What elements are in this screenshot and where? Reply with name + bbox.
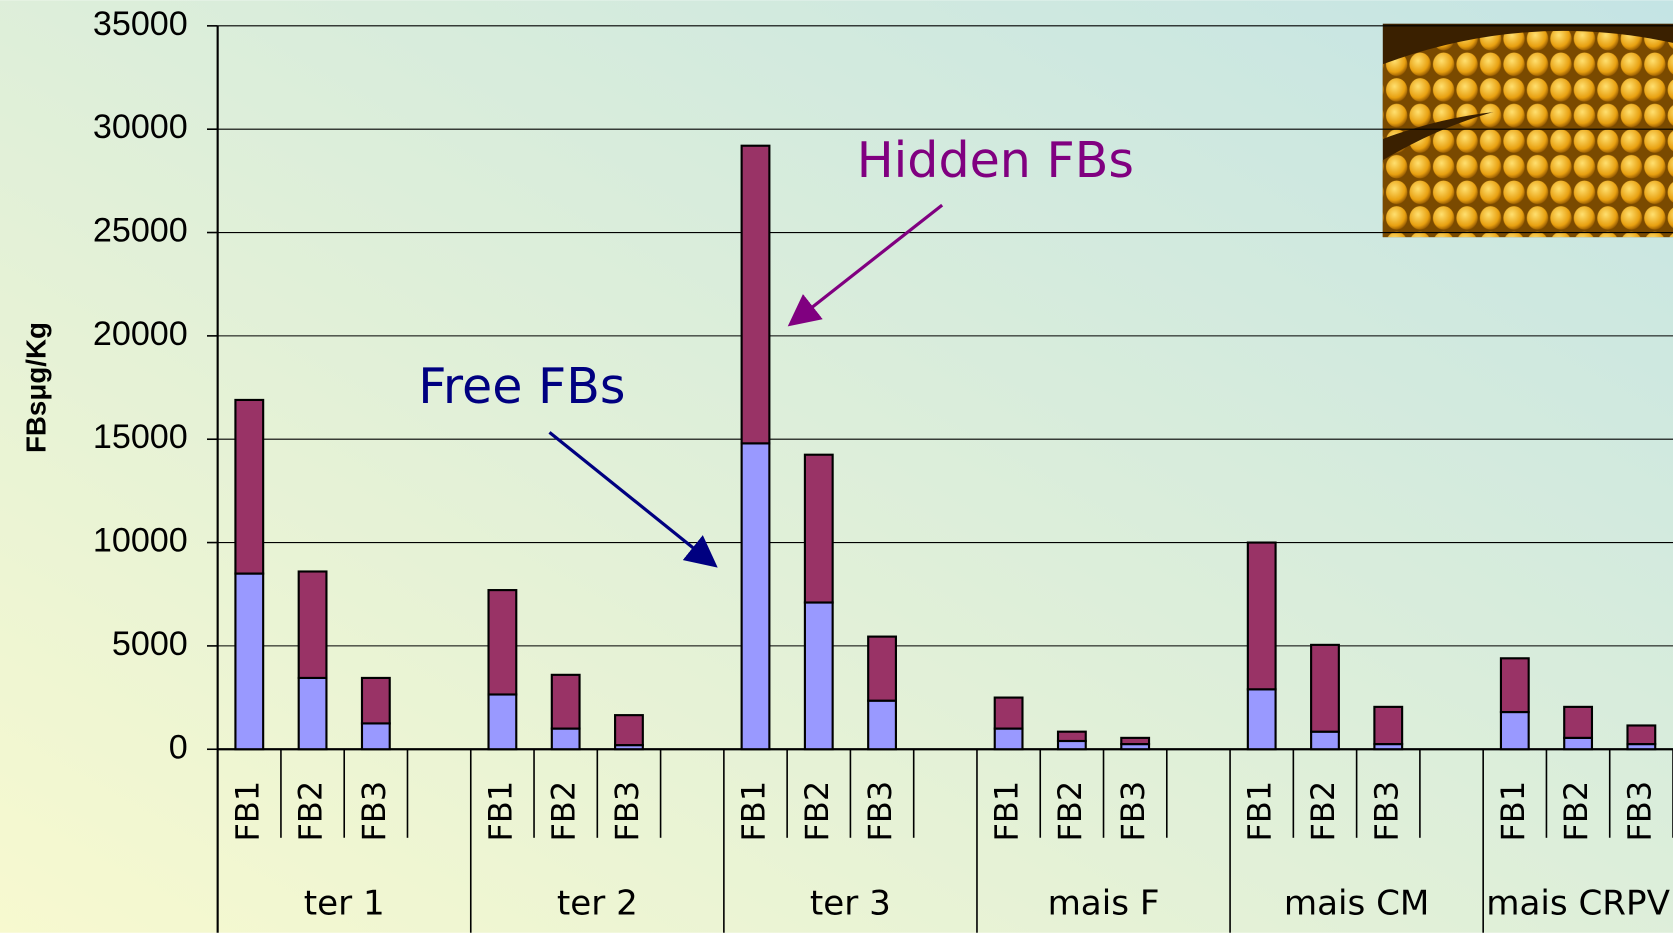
x-tick-label: FB3 — [608, 781, 646, 842]
y-tick-label: 15000 — [93, 418, 188, 456]
bar-segment — [867, 635, 897, 702]
x-tick-label: FB3 — [861, 781, 899, 842]
arrow — [787, 203, 944, 327]
x-tick-label: FB1 — [988, 781, 1026, 842]
x-tick-label: FB2 — [798, 781, 836, 842]
bar-segment — [550, 673, 581, 730]
bar-segment — [487, 693, 518, 751]
bar-segment — [1499, 710, 1530, 751]
group-label: ter 2 — [557, 884, 638, 924]
x-tick-label: FB1 — [1494, 781, 1532, 842]
bar-segment — [803, 601, 834, 751]
x-tick-label: FB3 — [1114, 781, 1152, 842]
bar-segment — [1246, 688, 1277, 751]
x-tick-label: FB2 — [1304, 781, 1342, 842]
group-label: ter 3 — [810, 884, 891, 924]
bar-segment — [1563, 736, 1594, 751]
bar-segment — [1310, 643, 1340, 733]
bar-segment — [740, 144, 771, 445]
bar-segment — [1120, 736, 1151, 746]
bar-segment — [1056, 730, 1087, 743]
group-label: mais CRPV — [1486, 884, 1670, 924]
y-tick-label: 5000 — [112, 625, 188, 663]
x-tick-label: FB2 — [545, 781, 583, 842]
bar-segment — [297, 676, 328, 751]
x-tick-label: FB3 — [1367, 781, 1405, 842]
x-tick-label: FB2 — [1557, 781, 1595, 842]
bar-segment — [740, 442, 771, 751]
annotation: Hidden FBs — [857, 131, 1134, 189]
bar-segment — [550, 727, 581, 751]
y-axis-label: FBsμg/Kg — [21, 322, 52, 453]
x-tick-label: FB1 — [1241, 781, 1279, 842]
bar-segment — [360, 676, 391, 725]
group-label: ter 1 — [304, 884, 385, 924]
bar-segment — [1499, 657, 1530, 714]
y-tick-label: 0 — [169, 728, 188, 766]
bar-segment — [1246, 541, 1277, 691]
bar-segment — [993, 696, 1024, 730]
bar-segment — [1373, 705, 1404, 746]
annotation: Free FBs — [418, 357, 625, 415]
x-tick-label: FB2 — [292, 781, 330, 842]
bar-segment — [1626, 724, 1657, 746]
arrow — [548, 431, 718, 568]
x-tick-label: FB1 — [481, 781, 519, 842]
group-label: mais F — [1048, 884, 1160, 924]
x-tick-label: FB1 — [735, 781, 773, 842]
group-label: mais CM — [1284, 884, 1430, 924]
y-tick-label: 35000 — [93, 5, 188, 43]
bar-segment — [1310, 730, 1340, 751]
y-tick-label: 20000 — [93, 315, 188, 353]
bar-segment — [614, 714, 644, 747]
bar-segment — [360, 722, 391, 751]
y-tick-label: 30000 — [93, 108, 188, 146]
x-tick-label: FB3 — [355, 781, 393, 842]
bar-segment — [1563, 705, 1594, 739]
y-tick-label: 10000 — [93, 522, 188, 560]
bar-segment — [487, 589, 518, 696]
y-tick-label: 25000 — [93, 212, 188, 250]
x-tick-label: FB3 — [1620, 781, 1658, 842]
bar-segment — [803, 453, 834, 604]
x-tick-label: FB2 — [1051, 781, 1089, 842]
x-tick-label: FB1 — [228, 781, 266, 842]
bar-segment — [867, 699, 897, 751]
bar-segment — [297, 570, 328, 680]
corn-photo — [1382, 23, 1673, 238]
bar-segment — [993, 727, 1024, 751]
bar-segment — [234, 398, 265, 575]
bar-segment — [1056, 739, 1087, 751]
bar-segment — [234, 572, 265, 751]
